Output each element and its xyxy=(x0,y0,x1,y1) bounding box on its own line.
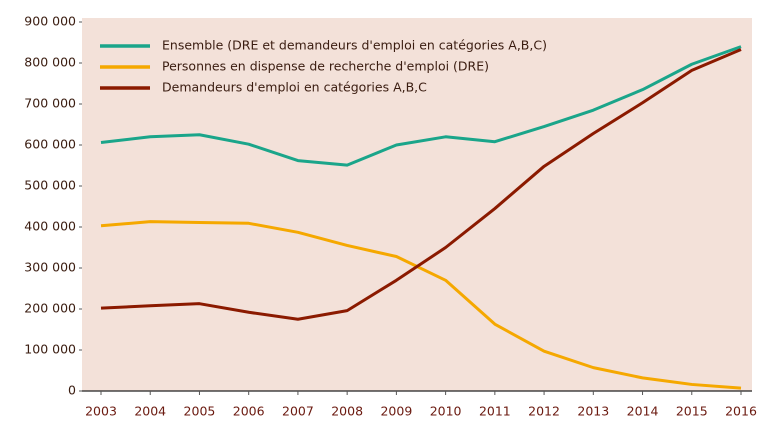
x-tick-label: 2010 xyxy=(430,404,462,419)
x-tick-label: 2015 xyxy=(676,404,708,419)
x-tick-label: 2006 xyxy=(233,404,265,419)
y-tick-label: 700 000 xyxy=(24,96,76,111)
x-tick-label: 2013 xyxy=(577,404,609,419)
y-tick-label: 500 000 xyxy=(24,178,76,193)
x-tick-label: 2014 xyxy=(627,404,659,419)
y-tick-label: 0 xyxy=(68,383,76,398)
x-tick-label: 2007 xyxy=(282,404,314,419)
x-tick-label: 2004 xyxy=(134,404,166,419)
series-line xyxy=(100,48,742,321)
y-tick-label: 900 000 xyxy=(24,14,76,29)
legend-label: Demandeurs d'emploi en catégories A,B,C xyxy=(162,80,427,95)
x-tick-label: 2005 xyxy=(184,404,216,419)
series-line xyxy=(100,220,742,390)
x-tick-label: 2012 xyxy=(528,404,560,419)
x-tick-label: 2003 xyxy=(85,404,117,419)
y-tick-label: 100 000 xyxy=(24,342,76,357)
legend-label: Ensemble (DRE et demandeurs d'emploi en … xyxy=(162,38,547,53)
y-tick-label: 800 000 xyxy=(24,55,76,70)
x-tick-label: 2011 xyxy=(479,404,511,419)
x-tick-label: 2008 xyxy=(331,404,363,419)
plot-background xyxy=(82,18,752,391)
y-tick-label: 300 000 xyxy=(24,260,76,275)
y-tick-label: 400 000 xyxy=(24,219,76,234)
x-tick-label: 2016 xyxy=(725,404,757,419)
y-tick-label: 200 000 xyxy=(24,301,76,316)
y-tick-label: 600 000 xyxy=(24,137,76,152)
legend-label: Personnes en dispense de recherche d'emp… xyxy=(162,59,489,74)
x-tick-label: 2009 xyxy=(380,404,412,419)
series-line xyxy=(100,45,742,167)
